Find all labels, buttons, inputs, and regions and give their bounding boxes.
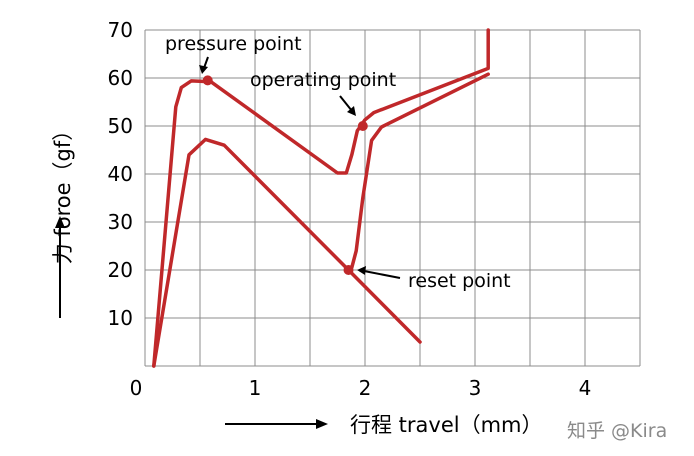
reset-point-arrow <box>357 266 401 279</box>
marker-operating-point <box>357 121 368 131</box>
marker-reset-point <box>343 265 354 275</box>
series-line-1 <box>152 28 490 368</box>
y-tick-label: 60 <box>108 66 133 90</box>
x-tick-labels: 0 1 2 3 4 <box>130 376 592 400</box>
y-tick-label: 10 <box>108 306 133 330</box>
reset-point-label: reset point <box>408 270 511 292</box>
y-axis-arrow <box>55 216 65 318</box>
operating-point-label: operating point <box>250 69 396 91</box>
x-tick-label: 4 <box>579 376 592 400</box>
x-tick-label: 1 <box>249 376 262 400</box>
y-tick-label: 30 <box>108 210 133 234</box>
series-line-2 <box>152 72 490 368</box>
watermark: 知乎 @Kira <box>567 420 667 442</box>
x-axis-title: 行程 travel（mm） <box>350 413 543 437</box>
x-tick-label: 2 <box>359 376 372 400</box>
y-tick-label: 40 <box>108 162 133 186</box>
grid <box>144 29 641 367</box>
y-tick-label: 50 <box>108 114 133 138</box>
operating-point-arrow <box>339 95 356 116</box>
x-axis-arrow <box>225 419 328 429</box>
marker-pressure-point <box>202 75 213 86</box>
y-tick-labels: 10 20 30 40 50 60 70 <box>108 18 133 330</box>
y-tick-label: 20 <box>108 258 133 282</box>
y-axis-title: 力 foroe（gf） <box>51 120 75 265</box>
markers <box>202 75 368 275</box>
pressure-point-label: pressure point <box>165 33 302 55</box>
y-tick-label: 70 <box>108 18 133 42</box>
pressure-point-arrow <box>199 56 209 74</box>
x-tick-label: 0 <box>130 376 143 400</box>
series-line-3 <box>346 268 422 344</box>
x-tick-label: 3 <box>469 376 482 400</box>
